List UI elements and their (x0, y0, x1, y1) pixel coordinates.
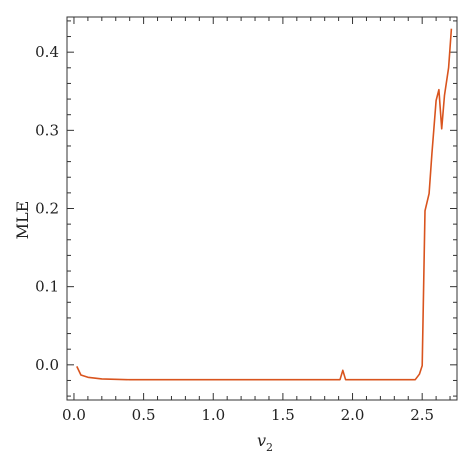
x-tick-label: 1.5 (271, 406, 295, 424)
y-tick-label: 0.2 (35, 200, 59, 218)
y-axis-ticks: 0.0 0.1 0.2 0.3 0.4 (35, 20, 457, 397)
y-axis-title: MLE (13, 201, 32, 240)
x-axis-title: v2 (257, 431, 273, 454)
x-tick-label: 2.0 (341, 406, 365, 424)
y-tick-label: 0.1 (35, 278, 59, 296)
y-tick-label: 0.3 (35, 121, 59, 139)
x-tick-label: 1.0 (201, 406, 225, 424)
x-axis-ticks: 0.0 0.5 1.0 1.5 2.0 2.5 (62, 17, 451, 424)
series-group (76, 28, 453, 381)
y-tick-label: 0.4 (35, 43, 59, 61)
y-tick-label: 0.0 (35, 356, 59, 374)
x-tick-label: 2.5 (410, 406, 434, 424)
x-tick-label: 0.5 (132, 406, 156, 424)
series-line (76, 28, 453, 381)
plot-frame (66, 16, 458, 401)
plot-frame-border (66, 16, 458, 401)
x-tick-label: 0.0 (62, 406, 86, 424)
x-axis-title-subscript: 2 (266, 441, 273, 454)
x-axis-title-main: v (257, 431, 266, 450)
